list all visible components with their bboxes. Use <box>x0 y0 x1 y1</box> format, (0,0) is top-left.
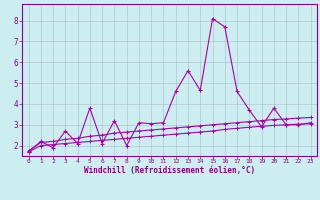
X-axis label: Windchill (Refroidissement éolien,°C): Windchill (Refroidissement éolien,°C) <box>84 166 255 175</box>
